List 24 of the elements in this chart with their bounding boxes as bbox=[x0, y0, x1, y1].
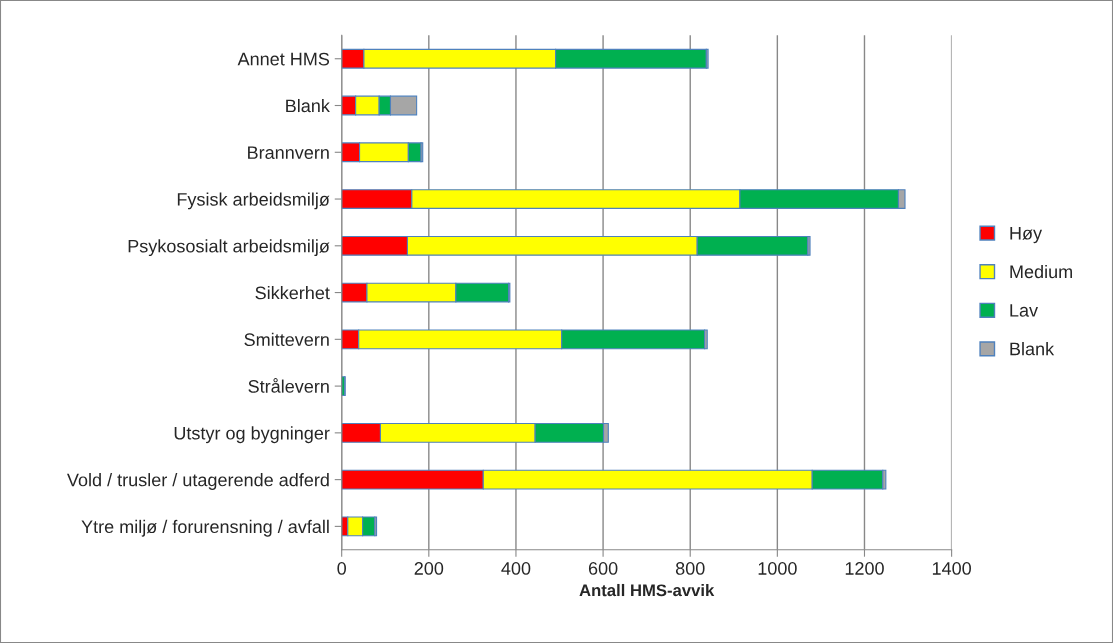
legend-label: Høy bbox=[1010, 226, 1043, 244]
legend-label: Lav bbox=[1010, 304, 1038, 317]
x-tick-label: 200 bbox=[414, 562, 444, 575]
y-tick-label: Sikkerhet bbox=[255, 286, 330, 300]
y-tick-label: Fysisk arbeidsmiljø bbox=[177, 192, 330, 210]
y-tick-label: Brannvern bbox=[248, 146, 329, 159]
y-tick-label: Smittevern bbox=[244, 332, 329, 347]
y-tick-label: Ytre miljø / forurensning / avfall bbox=[81, 519, 329, 537]
y-tick-label: Strålevern bbox=[248, 378, 329, 393]
x-tick-label: 1200 bbox=[845, 562, 884, 575]
y-tick-label: Blank bbox=[286, 98, 330, 113]
x-axis-title: Antall HMS-avvik bbox=[579, 583, 715, 597]
legend-label: Blank bbox=[1010, 342, 1055, 356]
x-tick-label: 1400 bbox=[932, 562, 971, 575]
y-tick-label: Vold / trusler / utagerende adferd bbox=[67, 473, 329, 490]
legend-label: Medium bbox=[1010, 264, 1072, 279]
y-tick-label: Annet HMS bbox=[237, 52, 330, 66]
x-tick-label: 800 bbox=[675, 562, 705, 575]
y-tick-label: Psykososialt arbeidsmiljø bbox=[128, 239, 330, 257]
x-tick-label: 0 bbox=[337, 562, 347, 575]
x-tick-label: 1000 bbox=[758, 562, 797, 575]
x-tick-label: 600 bbox=[588, 562, 618, 575]
y-tick-label: Utstyr og bygninger bbox=[174, 426, 330, 444]
x-tick-label: 400 bbox=[501, 562, 531, 575]
